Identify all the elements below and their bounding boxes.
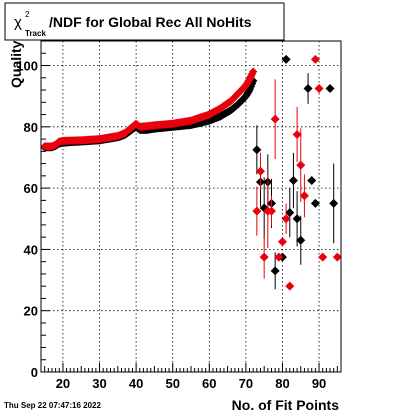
red-data-point [259, 252, 269, 262]
y-tick-label: 80 [24, 120, 38, 135]
black-data-point [310, 198, 320, 208]
red-data-point [274, 252, 284, 262]
x-tick-label: 50 [165, 376, 179, 391]
dense-band-markers [41, 67, 258, 152]
y-tick-label: 60 [24, 181, 38, 196]
red-band-marker [248, 67, 258, 76]
y-tick-label: 100 [16, 59, 38, 74]
red-data-point [318, 252, 328, 262]
black-data-point [296, 235, 306, 245]
black-data-point [270, 266, 280, 276]
black-data-point [288, 175, 298, 185]
x-tick-label: 30 [92, 376, 106, 391]
red-data-point [296, 160, 306, 170]
black-data-point [325, 84, 335, 94]
chart-title: /NDF for Global Rec All NoHits [49, 14, 252, 30]
axes [40, 40, 342, 373]
x-axis-title: No. of Fit Points [232, 397, 340, 413]
red-data-point [292, 129, 302, 139]
x-tick-label: 60 [202, 376, 216, 391]
title-sup: 2 [25, 10, 30, 19]
red-data-point [256, 166, 266, 176]
black-data-point [303, 84, 313, 94]
red-data-point [277, 237, 287, 247]
x-tick-label: 20 [56, 376, 70, 391]
title-box [4, 2, 285, 41]
black-data-point [252, 145, 262, 155]
y-axis-title: Quality [8, 40, 24, 88]
red-data-point [310, 54, 320, 64]
red-data-point [270, 114, 280, 124]
red-data-point [299, 191, 309, 201]
red-data-point [285, 281, 295, 291]
x-tick-label: 90 [312, 376, 326, 391]
y-tick-label: 40 [24, 242, 38, 257]
y-tick-label: 0 [31, 365, 38, 380]
grid [41, 41, 341, 372]
black-data-point [292, 214, 302, 224]
sparse-points [252, 54, 341, 291]
red-data-point [332, 252, 341, 262]
title-symbol: χ [14, 14, 22, 31]
x-tick-label: 40 [129, 376, 143, 391]
x-tick-label: 80 [275, 376, 289, 391]
red-data-point [266, 206, 276, 216]
black-data-point [281, 54, 291, 64]
red-data-point [314, 84, 324, 94]
red-data-point [252, 206, 262, 216]
tick-labels: 20 30 40 50 60 70 80 90 0 20 40 60 80 100 [16, 59, 326, 391]
y-tick-label: 20 [24, 304, 38, 319]
red-data-point [281, 214, 291, 224]
black-data-point [307, 175, 317, 185]
footer-timestamp: Thu Sep 22 07:47:16 2022 [4, 401, 101, 410]
black-data-point [329, 198, 339, 208]
x-tick-label: 70 [239, 376, 253, 391]
title-sub: Track [25, 29, 46, 38]
black-data-point [285, 208, 295, 218]
